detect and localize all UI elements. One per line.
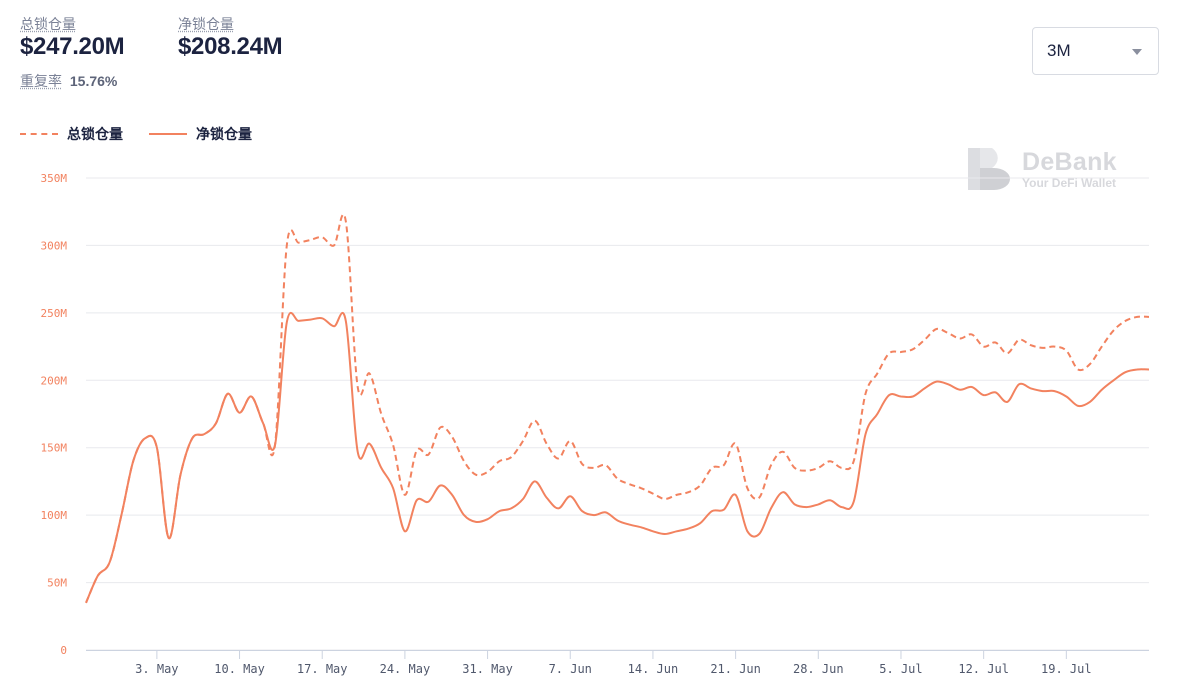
- chevron-down-icon: [1132, 49, 1142, 55]
- x-tick-label: 17. May: [297, 662, 348, 676]
- grid-layer: [86, 177, 1149, 651]
- y-tick-label: 100M: [41, 509, 68, 522]
- watermark-subtitle: Your DeFi Wallet: [1022, 176, 1117, 190]
- legend-label-net: 净锁仓量: [196, 126, 252, 142]
- period-select[interactable]: 3M: [1032, 27, 1159, 75]
- y-tick-label: 0: [60, 644, 67, 657]
- debank-watermark: DeBank Your DeFi Wallet: [966, 146, 1136, 192]
- chart-legend: 总锁仓量 净锁仓量: [20, 124, 252, 144]
- legend-item-total[interactable]: 总锁仓量: [20, 124, 123, 144]
- x-tick-label: 21. Jun: [710, 662, 761, 676]
- debank-logo-icon: [968, 148, 1010, 190]
- x-tick-label: 24. May: [380, 662, 431, 676]
- x-tick-label: 12. Jul: [958, 662, 1009, 676]
- net-tvl-label: 净锁仓量: [178, 16, 234, 32]
- total-tvl-value: $247.20M: [20, 33, 125, 60]
- total-tvl-stat: 总锁仓量 $247.20M: [20, 16, 125, 62]
- period-select-value: 3M: [1047, 41, 1071, 60]
- legend-swatch-solid: [149, 133, 187, 135]
- y-tick-label: 250M: [41, 307, 68, 320]
- axis-layer: 0 50M 100M 150M 200M 250M 300M 350M 3. May 10. Ma…: [41, 172, 1149, 676]
- net-tvl-series-line: [85, 311, 1150, 604]
- x-tick-label: 7. Jun: [549, 662, 592, 676]
- net-tvl-value: $208.24M: [178, 33, 283, 60]
- legend-item-net[interactable]: 净锁仓量: [149, 124, 252, 144]
- repeat-rate: 重复率 15.76%: [20, 71, 117, 91]
- x-tick-label: 19. Jul: [1041, 662, 1092, 676]
- x-tick-label: 10. May: [214, 662, 265, 676]
- total-tvl-series-line: [85, 213, 1150, 604]
- watermark-title: DeBank: [1022, 148, 1117, 176]
- net-tvl-stat: 净锁仓量 $208.24M: [178, 16, 283, 62]
- total-tvl-label: 总锁仓量: [20, 16, 76, 32]
- x-tick-label: 31. May: [462, 662, 513, 676]
- y-tick-label: 200M: [41, 374, 68, 387]
- x-tick-label: 14. Jun: [628, 662, 679, 676]
- y-tick-label: 50M: [47, 577, 67, 590]
- x-tick-label: 5. Jul: [879, 662, 922, 676]
- x-tick-label: 3. May: [135, 662, 178, 676]
- y-tick-label: 150M: [41, 442, 68, 455]
- legend-label-total: 总锁仓量: [67, 126, 123, 142]
- y-tick-label: 300M: [41, 239, 68, 252]
- y-tick-label: 350M: [41, 172, 68, 185]
- repeat-rate-value: 15.76%: [69, 73, 118, 89]
- series-layer: [85, 213, 1150, 604]
- repeat-rate-label: 重复率: [20, 73, 62, 89]
- legend-swatch-dashed: [20, 133, 58, 135]
- x-tick-label: 28. Jun: [793, 662, 844, 676]
